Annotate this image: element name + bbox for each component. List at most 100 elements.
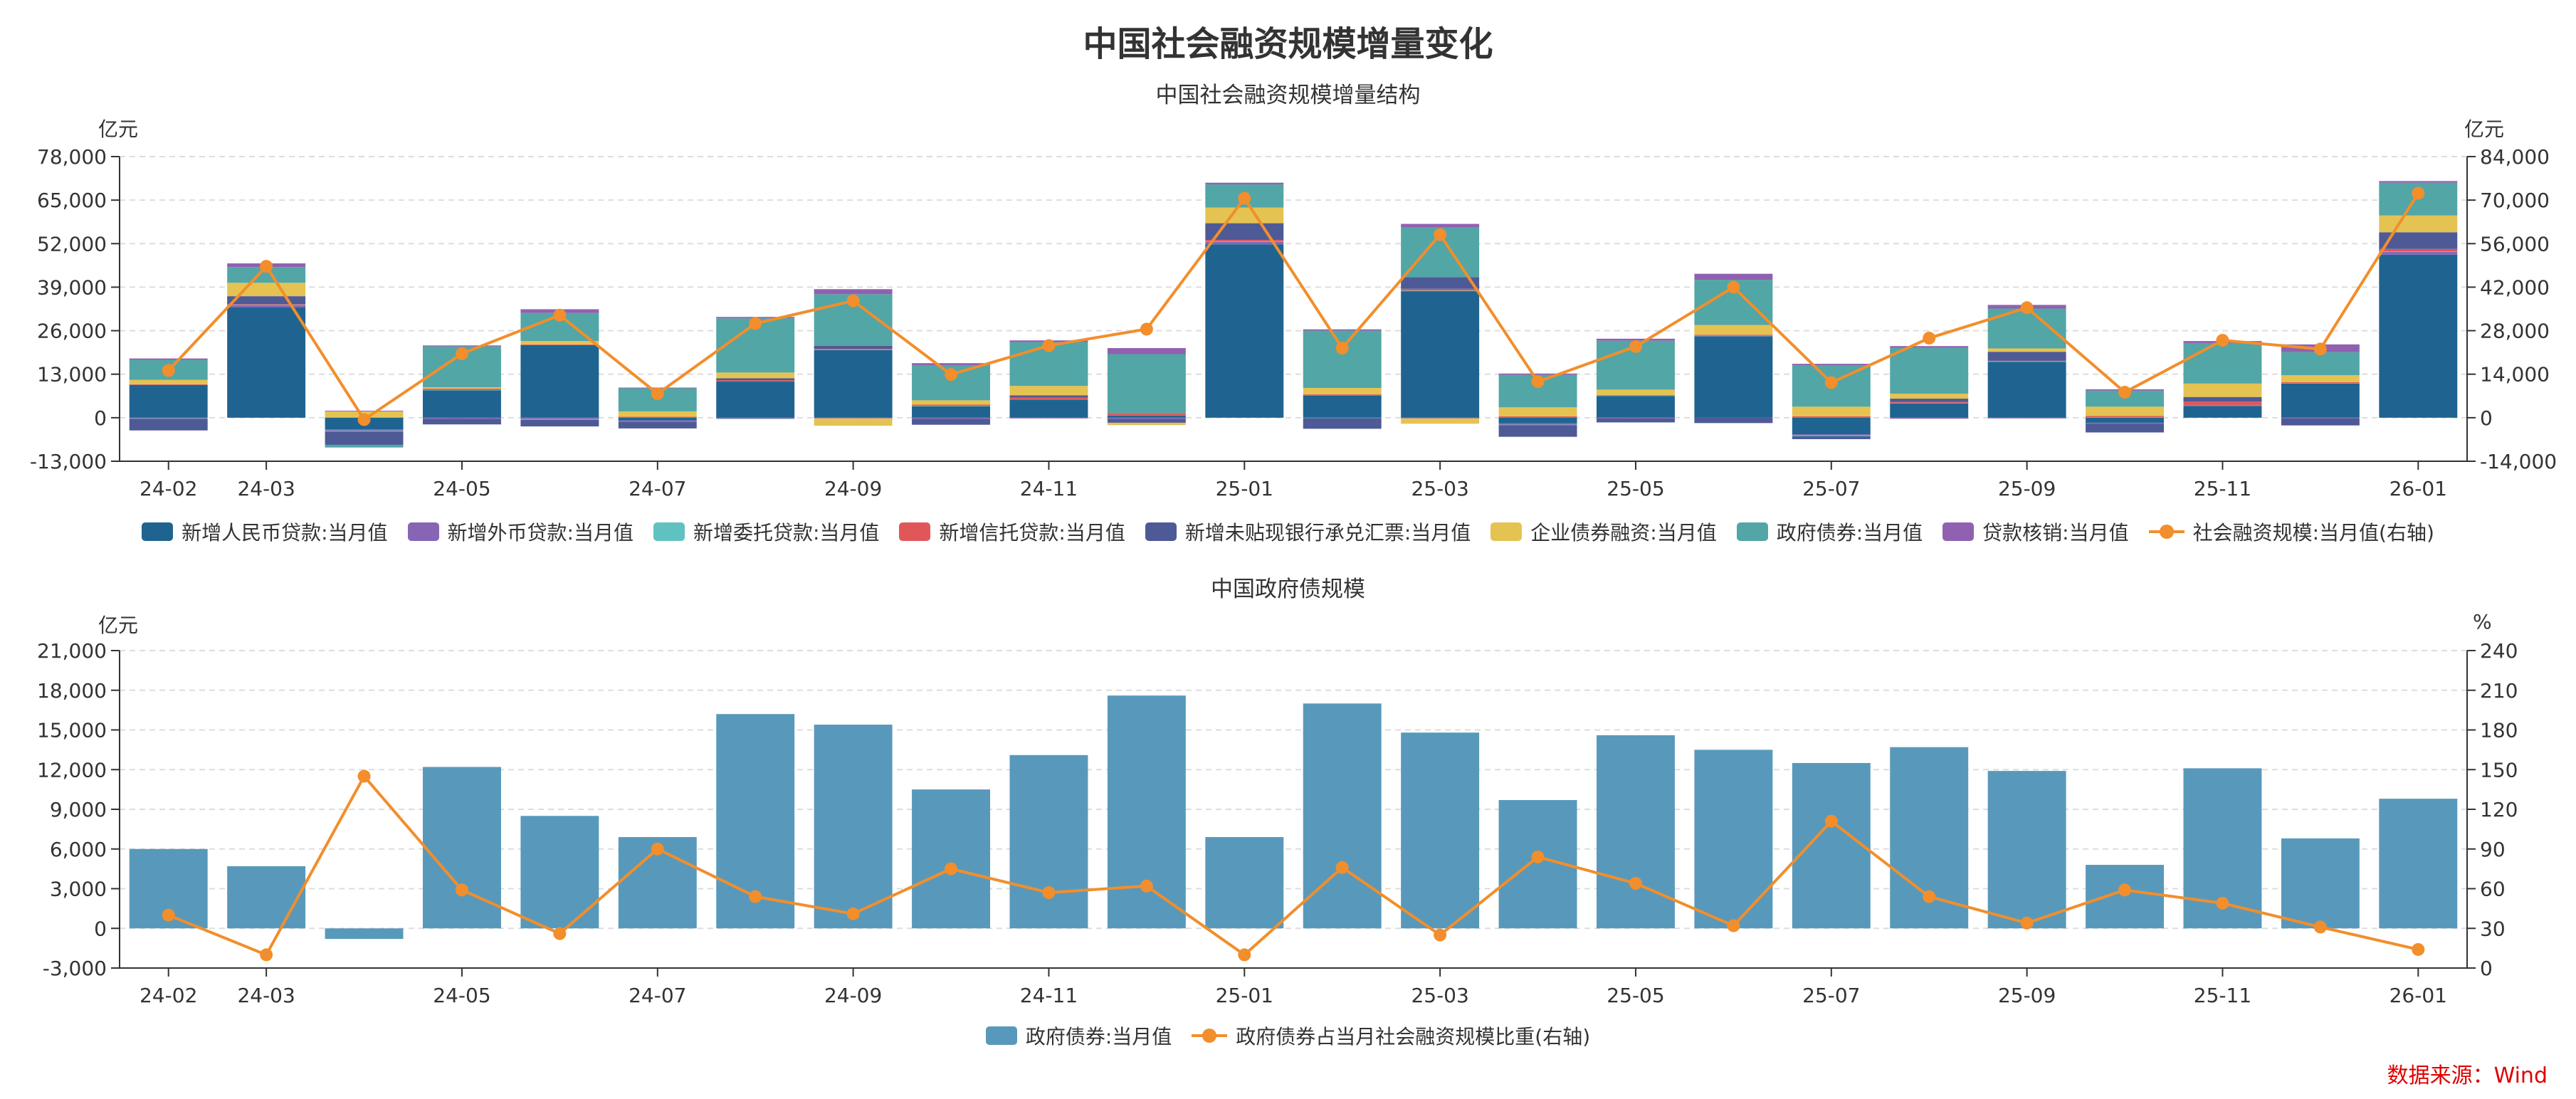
legend-item[interactable]: 政府债券:当月值	[1736, 517, 1923, 546]
legend-item[interactable]: 企业债券融资:当月值	[1491, 517, 1717, 546]
bar	[2281, 838, 2360, 929]
x-tick-label: 25-11	[2194, 477, 2251, 500]
legend-item[interactable]: 新增外币贷款:当月值	[407, 517, 634, 546]
line-point	[1727, 919, 1740, 932]
line-point	[2412, 942, 2425, 956]
legend-item[interactable]: 贷款核销:当月值	[1942, 517, 2129, 546]
line-point	[1140, 879, 1153, 893]
right-tick-label: 70,000	[2480, 189, 2550, 212]
line-point	[553, 308, 567, 322]
bar-segment	[422, 417, 501, 419]
bar-segment	[2086, 390, 2165, 407]
legend-swatch	[1491, 522, 1523, 541]
line-point	[2020, 916, 2034, 930]
bar-segment	[2086, 406, 2165, 416]
bar-segment	[1303, 329, 1382, 331]
line-point	[455, 347, 468, 360]
figure-title: 中国社会融资规模增量变化	[1083, 24, 1493, 64]
line-point	[1140, 322, 1153, 336]
x-tick-label: 25-11	[2194, 984, 2251, 1007]
left-tick-label: 52,000	[37, 232, 107, 256]
legend-item[interactable]: 政府债券:当月值	[985, 1021, 1172, 1050]
bar-segment	[2086, 417, 2165, 423]
bar-segment	[1498, 373, 1577, 375]
line-point	[1042, 886, 1056, 900]
line-point	[1434, 928, 1447, 942]
right-tick-label: 120	[2480, 798, 2518, 821]
legend-label: 贷款核销:当月值	[1982, 521, 2129, 545]
bar-segment	[1107, 348, 1186, 354]
x-tick-label: 25-01	[1216, 477, 1273, 500]
line-point	[2313, 342, 2327, 356]
bar-segment	[1303, 394, 1382, 396]
line-point	[1042, 339, 1056, 352]
bar-segment	[1401, 291, 1480, 418]
bar-segment	[520, 345, 599, 418]
bar-segment	[1205, 240, 1284, 241]
x-tick-label: 24-11	[1020, 477, 1078, 500]
line-point	[945, 862, 958, 875]
left-tick-label: 13,000	[37, 363, 107, 387]
bar-segment	[716, 372, 795, 379]
bar	[227, 866, 306, 929]
bar-segment	[422, 419, 501, 425]
legend-item[interactable]: 新增信托贷款:当月值	[899, 517, 1125, 546]
bar-segment	[2379, 215, 2458, 233]
bar-segment	[129, 419, 208, 431]
bar-segment	[1303, 418, 1382, 429]
bar-segment	[1987, 362, 2066, 418]
legend-item[interactable]: 新增未贴现银行承兑汇票:当月值	[1145, 517, 1471, 546]
bar-segment	[1694, 325, 1773, 335]
bar-segment	[1792, 417, 1871, 435]
bar	[422, 767, 501, 929]
bar-segment	[716, 378, 795, 381]
panel2-plot: -3,000 0 3,000 6,000 9,000 12,000 15,000 18,000…	[37, 639, 2518, 1007]
x-tick-label: 24-05	[433, 984, 490, 1007]
panel2-legend: 政府债券:当月值 政府债券占当月社会融资规模比重(右轴)	[0, 1021, 2576, 1050]
right-tick-label: 56,000	[2480, 232, 2550, 256]
bar	[2086, 865, 2165, 929]
legend-label: 政府债券:当月值	[1776, 521, 1923, 545]
right-tick-label: 30	[2480, 917, 2506, 940]
line-point	[1824, 376, 1838, 389]
bar	[1401, 732, 1480, 929]
left-tick-label: 0	[94, 406, 107, 430]
legend-label: 新增外币贷款:当月值	[447, 521, 634, 545]
left-tick-label: 3,000	[50, 878, 107, 901]
bar-segment	[1987, 360, 2066, 362]
bar-segment	[422, 345, 501, 347]
line-point	[357, 769, 371, 783]
line-point	[1531, 850, 1545, 863]
left-tick-label: 78,000	[37, 145, 107, 169]
series-line	[167, 774, 2419, 957]
line-point	[1531, 375, 1545, 389]
line-point	[260, 260, 273, 273]
bar-segment	[422, 387, 501, 389]
bar-segment	[1205, 207, 1284, 224]
legend-item[interactable]: 新增人民币贷款:当月值	[142, 517, 388, 546]
bar-segment	[814, 289, 893, 295]
line-point	[1238, 191, 1251, 205]
bar-segment	[2379, 232, 2458, 249]
bar-segment	[1009, 397, 1088, 399]
line-point	[1335, 861, 1349, 874]
bar-segment	[912, 417, 991, 419]
bar	[1694, 750, 1773, 929]
right-tick-label: 150	[2480, 758, 2518, 782]
panel2-subtitle: 中国政府债规模	[1211, 577, 1365, 602]
x-tick-label: 25-03	[1411, 984, 1468, 1007]
bar	[1009, 754, 1088, 929]
bar-segment	[1009, 417, 1088, 419]
legend-swatch	[407, 522, 439, 541]
legend-item[interactable]: 新增委托贷款:当月值	[653, 517, 879, 546]
bar-segment	[1205, 241, 1284, 245]
right-tick-label: 42,000	[2480, 275, 2550, 299]
legend-item[interactable]: 社会融资规模:当月值(右轴)	[2148, 517, 2434, 546]
right-tick-label: 180	[2480, 719, 2518, 742]
legend-item[interactable]: 政府债券占当月社会融资规模比重(右轴)	[1192, 1021, 1590, 1050]
bar-segment	[1792, 434, 1871, 436]
bar	[2379, 799, 2458, 929]
bar-segment	[325, 431, 404, 445]
bar-segment	[129, 384, 208, 418]
